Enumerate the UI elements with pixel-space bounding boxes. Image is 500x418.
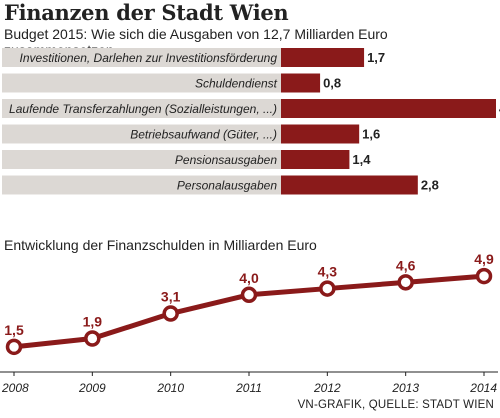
bar-value-label: 1,4: [352, 152, 371, 167]
bar-category-label: Schuldendienst: [195, 77, 278, 91]
line-chart-title: Entwicklung der Finanzschulden in Millia…: [4, 237, 317, 253]
bar: [281, 124, 360, 144]
bar-category-label: Pensionsausgaben: [175, 153, 277, 167]
bar-value-label: 1,7: [367, 50, 385, 65]
bar: [281, 150, 350, 169]
bar: [281, 48, 365, 67]
data-point: [397, 274, 414, 291]
data-value-label: 4,6: [396, 257, 416, 273]
data-value-label: 3,1: [161, 289, 181, 305]
data-value-label: 4,3: [318, 264, 338, 280]
bar-category-label: Betriebsaufwand (Güter, ...): [130, 128, 277, 142]
data-point: [475, 267, 493, 285]
x-tick-label: 2008: [1, 381, 29, 395]
bar-category-label: Personalausgaben: [177, 179, 277, 193]
data-point: [319, 280, 336, 297]
bar: [281, 175, 418, 195]
x-tick-label: 2011: [235, 381, 262, 395]
bar-label-bg: [2, 124, 281, 144]
bar-value-label: 1,6: [362, 127, 380, 142]
x-tick-label: 2012: [313, 381, 341, 395]
data-point: [162, 305, 179, 322]
data-point: [240, 286, 258, 304]
data-value-label: 4,0: [239, 270, 259, 286]
chart-title: Finanzen der Stadt Wien: [4, 0, 289, 25]
bar-value-label: 2,8: [421, 178, 439, 193]
bar-label-bg: [2, 175, 281, 195]
data-value-label: 1,5: [4, 322, 24, 338]
bar-label-bg: [2, 99, 281, 118]
data-value-label: 1,9: [83, 314, 103, 330]
bar-label-bg: [2, 150, 281, 169]
bar-category-label: Investitionen, Darlehen zur Investitions…: [20, 51, 278, 65]
x-tick-label: 2014: [469, 381, 497, 395]
bar-category-label: Laufende Transferzahlungen (Sozialleistu…: [9, 102, 277, 116]
bar-label-bg: [2, 48, 281, 67]
data-point: [5, 338, 23, 356]
bar: [281, 73, 321, 93]
source-note: VN-GRAFIK, QUELLE: STADT WIEN: [297, 399, 494, 411]
data-point: [84, 330, 101, 347]
bar-value-label: 0,8: [323, 76, 341, 91]
x-tick-label: 2009: [78, 381, 106, 395]
x-tick-label: 2010: [156, 381, 184, 395]
bar-label-bg: [2, 73, 281, 93]
x-tick-label: 2013: [391, 381, 419, 395]
data-value-label: 4,9: [474, 251, 494, 267]
bar: [281, 99, 496, 118]
